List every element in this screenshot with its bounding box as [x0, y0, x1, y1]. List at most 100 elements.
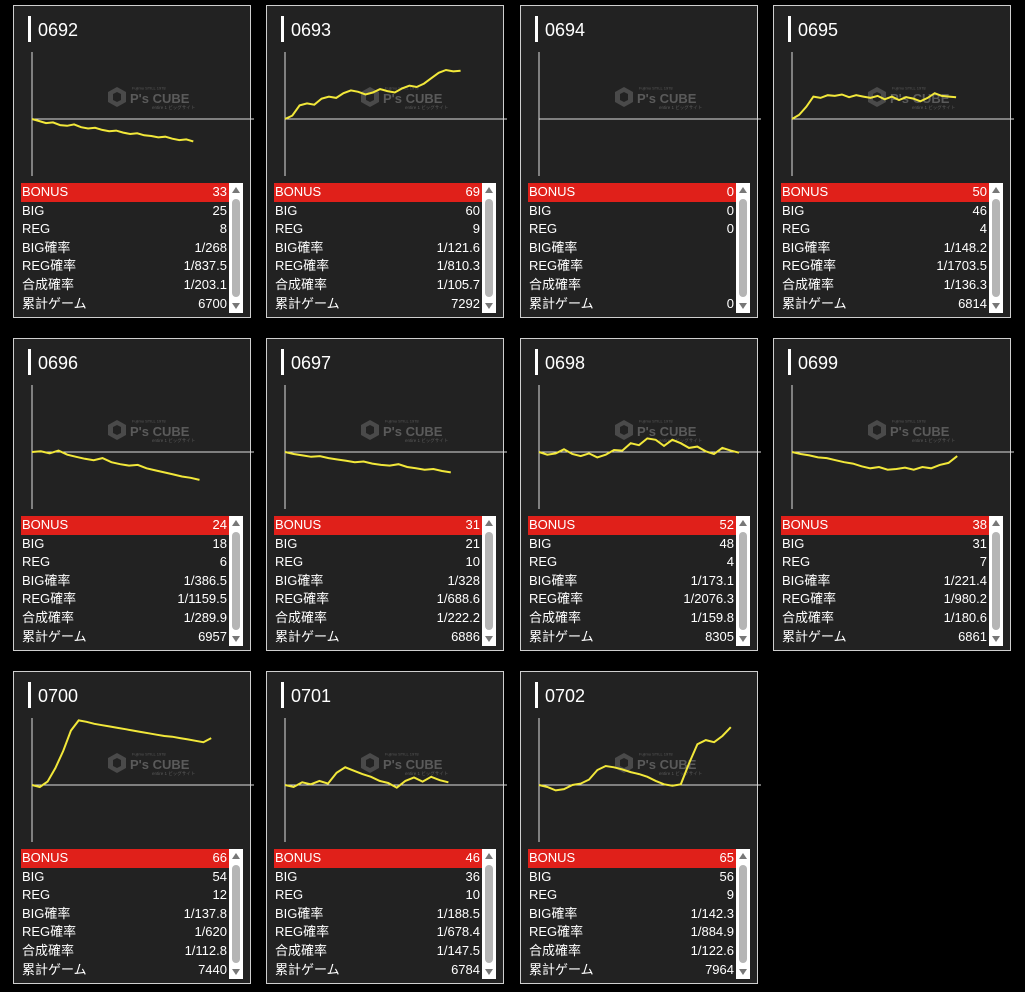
stats-list: BONUS 46 BIG 36 REG 10 BIG確率 1/188.5 REG確率 1/… — [274, 849, 482, 979]
total-rate-row: 合成確率 1/105.7 — [274, 276, 482, 295]
big-rate-row: BIG確率 1/328 — [274, 572, 482, 591]
machine-card-0700[interactable]: 0700 P's CUBE Fujimu STILL 1978 entire 1… — [13, 671, 254, 984]
scroll-down-icon[interactable] — [739, 636, 747, 642]
watermark-brand: P's CUBE — [383, 424, 443, 439]
big-row: BIG 36 — [274, 868, 482, 887]
stat-value-reg-rate: 1/980.2 — [943, 591, 987, 607]
scroll-down-icon[interactable] — [992, 636, 1000, 642]
scroll-up-icon[interactable] — [992, 520, 1000, 526]
scroll-up-icon[interactable] — [232, 187, 240, 193]
scroll-thumb[interactable] — [485, 865, 493, 963]
scroll-down-icon[interactable] — [485, 303, 493, 309]
slump-line — [31, 118, 194, 143]
stats-list: BONUS 69 BIG 60 REG 9 BIG確率 1/121.6 REG確率 1/8… — [274, 183, 482, 313]
scroll-thumb[interactable] — [485, 532, 493, 630]
stat-value-reg-rate: 1/837.5 — [183, 258, 227, 274]
scroll-thumb[interactable] — [992, 199, 1000, 297]
scroll-thumb[interactable] — [739, 199, 747, 297]
machine-card-0695[interactable]: 0695 P's CUBE Fujimu STILL 1978 entire 1… — [773, 5, 1014, 318]
scroll-down-icon[interactable] — [739, 303, 747, 309]
stat-label: BIG — [275, 535, 298, 551]
scroll-up-icon[interactable] — [232, 853, 240, 859]
scroll-down-icon[interactable] — [739, 969, 747, 975]
stat-label: BONUS — [22, 517, 69, 532]
stat-label: BONUS — [782, 517, 829, 532]
machine-card-0701[interactable]: 0701 P's CUBE Fujimu STILL 1978 entire 1… — [266, 671, 507, 984]
scroll-thumb[interactable] — [232, 532, 240, 630]
stat-value-reg-rate: 1/678.4 — [436, 924, 480, 940]
scroll-up-icon[interactable] — [485, 853, 493, 859]
stat-value-big-rate: 1/268 — [194, 239, 227, 255]
reg-rate-row: REG確率 1/810.3 — [274, 257, 482, 276]
scroll-up-icon[interactable] — [739, 853, 747, 859]
stats-scrollbar[interactable] — [736, 183, 750, 313]
big-row: BIG 31 — [781, 535, 989, 554]
big-rate-row: BIG確率 — [528, 239, 736, 258]
machine-card-0698[interactable]: 0698 P's CUBE Fujimu STILL 1978 entire 1… — [520, 338, 761, 651]
stat-value-bonus: 50 — [972, 184, 987, 199]
machine-card-0699[interactable]: 0699 P's CUBE Fujimu STILL 1978 entire 1… — [773, 338, 1014, 651]
scroll-up-icon[interactable] — [232, 520, 240, 526]
scroll-down-icon[interactable] — [232, 636, 240, 642]
stat-value-big-rate: 1/148.2 — [943, 239, 987, 255]
stats-scrollbar[interactable] — [482, 183, 496, 313]
big-row: BIG 25 — [21, 202, 229, 221]
machine-card-0693[interactable]: 0693 P's CUBE Fujimu STILL 1978 entire 1… — [266, 5, 507, 318]
scroll-thumb[interactable] — [232, 199, 240, 297]
scroll-down-icon[interactable] — [485, 636, 493, 642]
watermark-tagline-bottom: entire 1 ビッグサイト — [659, 104, 702, 111]
stats-scrollbar[interactable] — [736, 516, 750, 646]
scroll-down-icon[interactable] — [992, 303, 1000, 309]
total-rate-row: 合成確率 1/289.9 — [21, 609, 229, 628]
scroll-up-icon[interactable] — [739, 520, 747, 526]
reg-rate-row: REG確率 1/1159.5 — [21, 590, 229, 609]
scroll-thumb[interactable] — [232, 865, 240, 963]
stat-value-bonus: 0 — [726, 184, 734, 199]
total-rate-row: 合成確率 1/222.2 — [274, 609, 482, 628]
machine-card-0697[interactable]: 0697 P's CUBE Fujimu STILL 1978 entire 1… — [266, 338, 507, 651]
scroll-down-icon[interactable] — [232, 303, 240, 309]
scroll-up-icon[interactable] — [992, 187, 1000, 193]
machine-number: 0700 — [28, 682, 78, 708]
scroll-thumb[interactable] — [739, 532, 747, 630]
reg-rate-row: REG確率 1/837.5 — [21, 257, 229, 276]
stats-scrollbar[interactable] — [482, 849, 496, 979]
stat-value-big: 31 — [972, 535, 987, 551]
stat-value-reg: 4 — [726, 554, 734, 570]
stats-scrollbar[interactable] — [229, 516, 243, 646]
stat-label: 累計ゲーム — [22, 628, 87, 644]
stat-value-total-rate: 1/122.6 — [690, 942, 734, 958]
stats-scrollbar[interactable] — [736, 849, 750, 979]
stats-scrollbar[interactable] — [482, 516, 496, 646]
stat-value-games: 6784 — [451, 961, 480, 977]
machine-card-0702[interactable]: 0702 P's CUBE Fujimu STILL 1978 entire 1… — [520, 671, 761, 984]
scroll-down-icon[interactable] — [232, 969, 240, 975]
reg-rate-row: REG確率 — [528, 257, 736, 276]
slump-graph: P's CUBE Fujimu STILL 1978 entire 1 ビッグサ… — [538, 385, 761, 509]
big-rate-row: BIG確率 1/173.1 — [528, 572, 736, 591]
stat-label: REG確率 — [529, 591, 584, 607]
stats-scrollbar[interactable] — [229, 183, 243, 313]
big-row: BIG 21 — [274, 535, 482, 554]
scroll-up-icon[interactable] — [485, 187, 493, 193]
stat-label: REG確率 — [275, 591, 330, 607]
watermark-brand: P's CUBE — [637, 91, 697, 106]
machine-card-0692[interactable]: 0692 P's CUBE Fujimu STILL 1978 entire 1… — [13, 5, 254, 318]
scroll-down-icon[interactable] — [485, 969, 493, 975]
reg-row: REG 7 — [781, 553, 989, 572]
stat-label: REG確率 — [275, 258, 330, 274]
machine-card-0694[interactable]: 0694 P's CUBE Fujimu STILL 1978 entire 1… — [520, 5, 761, 318]
machine-card-0696[interactable]: 0696 P's CUBE Fujimu STILL 1978 entire 1… — [13, 338, 254, 651]
machine-number: 0693 — [281, 16, 331, 42]
bonus-row: BONUS 33 — [21, 183, 229, 202]
stats-scrollbar[interactable] — [229, 849, 243, 979]
stats-scrollbar[interactable] — [989, 516, 1003, 646]
stat-label: BIG — [782, 202, 805, 218]
scroll-up-icon[interactable] — [739, 187, 747, 193]
stats-scrollbar[interactable] — [989, 183, 1003, 313]
watermark-logo: P's CUBE Fujimu STILL 1978 entire 1 ビッグサ… — [108, 752, 195, 777]
scroll-up-icon[interactable] — [485, 520, 493, 526]
scroll-thumb[interactable] — [739, 865, 747, 963]
scroll-thumb[interactable] — [992, 532, 1000, 630]
scroll-thumb[interactable] — [485, 199, 493, 297]
